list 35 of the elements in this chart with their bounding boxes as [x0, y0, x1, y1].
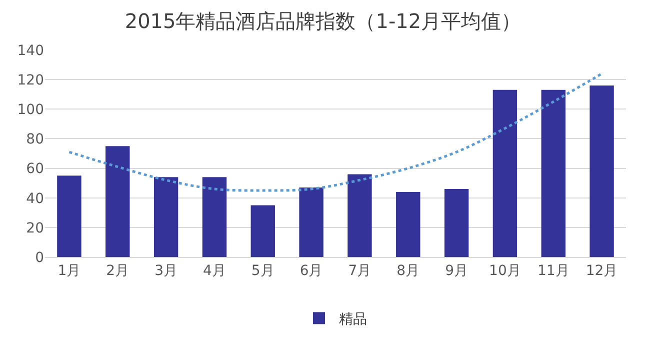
x-tick-label: 2月 [106, 262, 130, 279]
y-tick-label: 100 [17, 102, 44, 118]
legend-label: 精品 [339, 312, 367, 328]
bar [57, 176, 82, 257]
bar [396, 192, 420, 257]
x-tick-label: 7月 [348, 262, 372, 279]
x-tick-label: 11月 [537, 262, 570, 279]
y-tick-label: 140 [17, 42, 44, 59]
y-tick-label: 60 [26, 161, 44, 178]
x-tick-label: 10月 [489, 262, 521, 279]
x-tick-label: 8月 [396, 262, 420, 279]
y-tick-label: 0 [35, 250, 44, 266]
bar [299, 188, 324, 257]
bar [348, 174, 372, 257]
x-tick-label: 12月 [586, 262, 618, 279]
y-tick-label: 120 [17, 72, 44, 88]
x-tick-label: 6月 [300, 262, 323, 279]
x-tick-label: 3月 [154, 262, 178, 279]
line-series [68, 72, 604, 192]
chart-title: 2015年精品酒店品牌指数（1-12月平均值） [124, 8, 522, 33]
x-tick-label: 9月 [445, 262, 468, 279]
y-tick-label: 40 [26, 190, 44, 207]
bar [202, 177, 227, 257]
bar [106, 146, 130, 257]
bar [250, 205, 275, 257]
bar [590, 85, 614, 257]
bar [541, 90, 566, 257]
bar [444, 188, 469, 257]
bar [154, 177, 178, 257]
x-tick-label: 5月 [251, 262, 274, 279]
bar [492, 90, 518, 257]
x-tick-label: 1月 [58, 262, 81, 279]
y-tick-label: 20 [26, 220, 44, 236]
x-tick-label: 4月 [203, 262, 226, 279]
y-tick-label: 80 [26, 132, 44, 148]
